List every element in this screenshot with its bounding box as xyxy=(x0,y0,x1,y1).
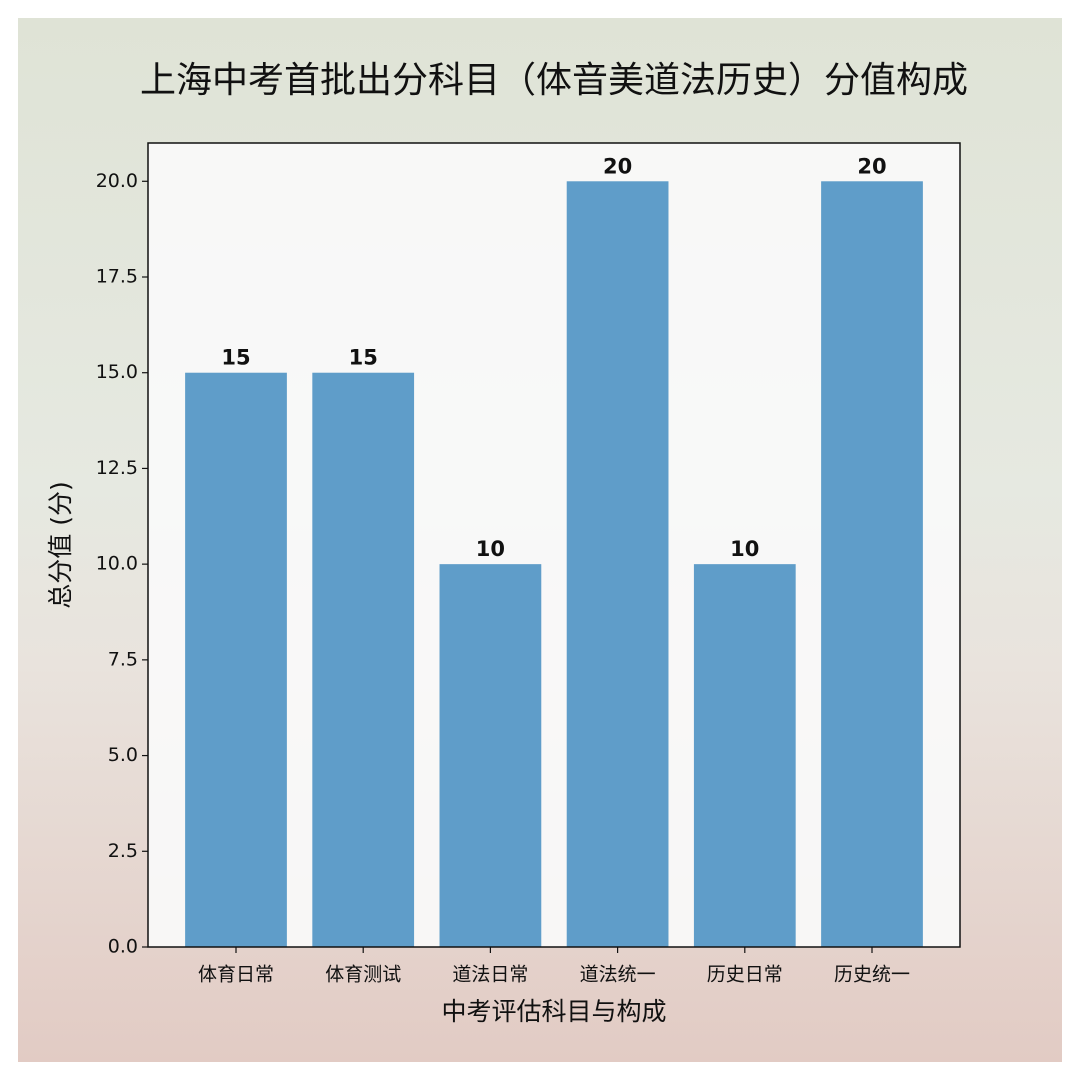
y-tick-label: 2.5 xyxy=(108,840,138,862)
bar xyxy=(566,181,669,948)
value-label: 15 xyxy=(221,346,250,370)
y-tick-label: 0.0 xyxy=(108,936,138,958)
y-tick-label: 15.0 xyxy=(96,361,138,383)
x-tick-label: 历史统一 xyxy=(834,964,910,986)
y-tick-label: 10.0 xyxy=(96,553,138,575)
value-label: 10 xyxy=(476,537,505,561)
x-tick-label: 体育日常 xyxy=(198,964,274,986)
value-label: 15 xyxy=(349,346,378,370)
y-axis-label: 总分值 (分) xyxy=(46,481,75,608)
plot-frame xyxy=(147,142,961,948)
bar xyxy=(312,372,415,947)
value-label: 20 xyxy=(603,154,632,178)
y-tick-label: 17.5 xyxy=(96,266,138,288)
value-label: 20 xyxy=(857,154,886,178)
chart-title: 上海中考首批出分科目（体音美道法历史）分值构成 xyxy=(140,60,968,101)
y-tick-label: 5.0 xyxy=(108,744,138,766)
y-tick-label: 20.0 xyxy=(96,170,138,192)
y-tick-label: 12.5 xyxy=(96,457,138,479)
y-tick-label: 7.5 xyxy=(108,648,138,670)
bar xyxy=(693,564,796,947)
x-axis-label: 中考评估科目与构成 xyxy=(441,997,666,1026)
value-label: 10 xyxy=(730,537,759,561)
bar xyxy=(821,181,923,948)
marks: 0.0 2.5 5.0 7.5 10.0 12.5 15.0 17.5 20.0 15 体育日常 15… xyxy=(96,154,923,986)
bar xyxy=(185,372,287,947)
x-tick-label: 历史日常 xyxy=(707,964,783,986)
bar xyxy=(439,564,542,947)
x-tick-label: 道法日常 xyxy=(452,964,528,986)
x-tick-label: 道法统一 xyxy=(580,964,656,986)
x-tick-label: 体育测试 xyxy=(325,964,401,986)
